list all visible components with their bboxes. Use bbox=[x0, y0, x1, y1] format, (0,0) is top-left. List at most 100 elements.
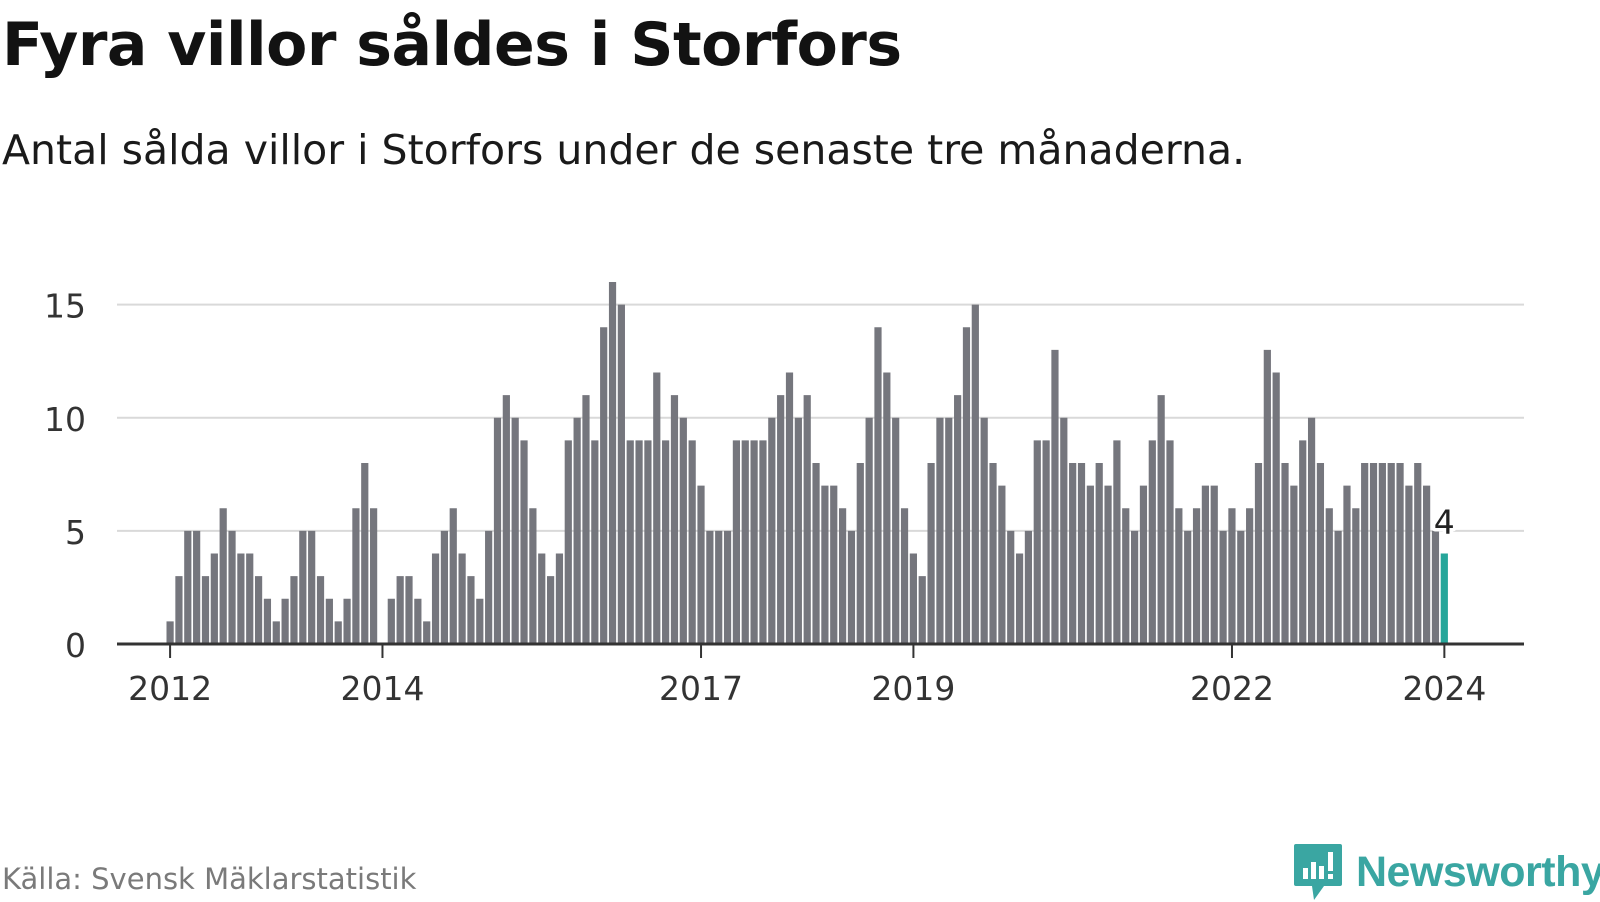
bar bbox=[954, 395, 962, 644]
bar bbox=[644, 440, 652, 644]
bar bbox=[1184, 530, 1192, 644]
bar bbox=[316, 576, 325, 644]
bar bbox=[1095, 463, 1103, 644]
bar bbox=[1237, 530, 1245, 644]
bar bbox=[1077, 463, 1086, 644]
bar bbox=[423, 621, 431, 644]
bar bbox=[777, 395, 785, 644]
bar bbox=[1042, 440, 1050, 644]
bar bbox=[1024, 530, 1033, 644]
bar bbox=[865, 417, 873, 644]
bar bbox=[254, 576, 263, 644]
bar bbox=[1299, 440, 1307, 644]
bar bbox=[325, 598, 333, 644]
x-tick-label: 2014 bbox=[340, 669, 424, 708]
bar bbox=[600, 327, 608, 644]
bar bbox=[1334, 530, 1342, 644]
x-tick-label: 2022 bbox=[1190, 669, 1274, 708]
bar bbox=[741, 440, 749, 644]
bar bbox=[706, 530, 714, 644]
bar bbox=[1307, 417, 1316, 644]
bar bbox=[546, 576, 555, 644]
x-tick-label: 2024 bbox=[1402, 669, 1486, 708]
bar bbox=[246, 553, 254, 644]
bar bbox=[1175, 508, 1183, 644]
bar bbox=[1157, 395, 1165, 644]
bar bbox=[936, 417, 944, 644]
bar bbox=[272, 621, 280, 644]
bar bbox=[175, 576, 183, 644]
bar bbox=[1148, 440, 1156, 644]
bar bbox=[670, 395, 679, 644]
bar bbox=[697, 485, 705, 644]
bar bbox=[396, 576, 404, 644]
bar bbox=[370, 508, 378, 644]
bar bbox=[290, 576, 298, 644]
bar bbox=[1122, 508, 1130, 644]
bar bbox=[1228, 508, 1236, 644]
bar bbox=[1378, 463, 1386, 644]
bar bbox=[662, 440, 670, 644]
bar bbox=[1254, 463, 1263, 644]
bar bbox=[352, 508, 360, 644]
bar bbox=[830, 485, 838, 644]
chart-title: Fyra villor såldes i Storfors bbox=[2, 10, 902, 80]
bar bbox=[1414, 463, 1422, 644]
bar bbox=[1131, 530, 1139, 644]
bar bbox=[431, 553, 440, 644]
bar bbox=[1396, 463, 1404, 644]
bar bbox=[1369, 463, 1378, 644]
x-tick-label: 2012 bbox=[128, 669, 212, 708]
bar bbox=[502, 395, 510, 644]
bar bbox=[989, 463, 997, 644]
source-note: Källa: Svensk Mäklarstatistik bbox=[2, 862, 417, 896]
bar bbox=[1166, 440, 1174, 644]
y-tick-label: 10 bbox=[44, 400, 86, 439]
bar bbox=[821, 485, 829, 644]
bar bbox=[856, 463, 864, 644]
chart-subtitle: Antal sålda villor i Storfors under de s… bbox=[2, 126, 1246, 174]
bar bbox=[723, 530, 732, 644]
bar bbox=[1113, 440, 1121, 644]
bar bbox=[387, 598, 395, 644]
bar bbox=[1104, 485, 1112, 644]
brand-name: Newsworthy bbox=[1356, 847, 1600, 896]
bar bbox=[653, 372, 661, 644]
bar bbox=[449, 508, 457, 644]
y-tick-label: 15 bbox=[44, 287, 86, 326]
bar bbox=[458, 553, 466, 644]
bar bbox=[1387, 463, 1395, 644]
bar bbox=[803, 395, 811, 644]
bar bbox=[688, 440, 696, 644]
bar bbox=[1060, 417, 1068, 644]
bar bbox=[520, 440, 528, 644]
bar bbox=[874, 327, 882, 644]
bar bbox=[635, 440, 643, 644]
bar bbox=[918, 576, 926, 644]
bar bbox=[299, 530, 307, 644]
bar bbox=[962, 327, 971, 644]
bar bbox=[998, 485, 1006, 644]
highlight-value-label: 4 bbox=[1434, 503, 1455, 542]
newsworthy-logo-icon bbox=[1294, 844, 1342, 900]
bar bbox=[608, 282, 617, 644]
bar bbox=[1405, 485, 1413, 644]
bar bbox=[228, 530, 236, 644]
bar bbox=[1272, 372, 1280, 644]
bar bbox=[617, 304, 625, 644]
bar bbox=[1015, 553, 1024, 644]
y-tick-label: 0 bbox=[65, 626, 86, 665]
bar bbox=[237, 553, 245, 644]
bar bbox=[476, 598, 484, 644]
bar bbox=[1033, 440, 1041, 644]
x-tick-label: 2017 bbox=[659, 669, 743, 708]
bar bbox=[582, 395, 590, 644]
bar bbox=[1431, 530, 1440, 644]
bar bbox=[440, 530, 449, 644]
bar bbox=[1210, 485, 1218, 644]
bar bbox=[1281, 463, 1289, 644]
bar bbox=[1139, 485, 1148, 644]
highlight-label-halo: 4 bbox=[1434, 503, 1455, 542]
bar bbox=[750, 440, 758, 644]
